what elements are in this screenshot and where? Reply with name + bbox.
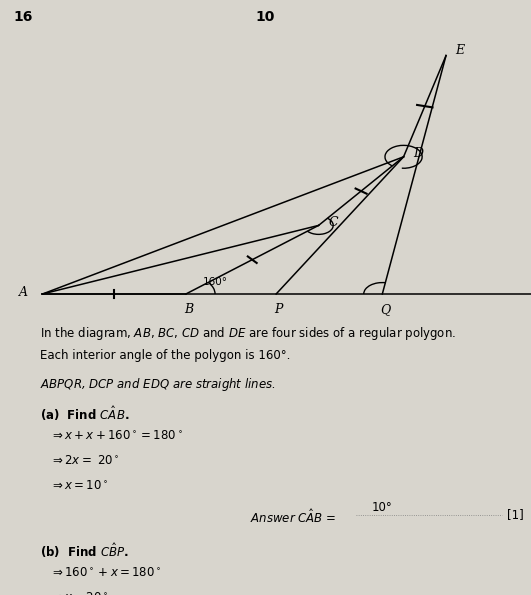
Text: Q: Q [380,303,390,316]
Text: A: A [20,286,28,299]
Text: In the diagram, $AB$, $BC$, $CD$ and $DE$ are four sides of a regular polygon.: In the diagram, $AB$, $BC$, $CD$ and $DE… [40,325,456,342]
Text: $\Rightarrow x = 20^\circ$: $\Rightarrow x = 20^\circ$ [50,592,109,595]
Text: 10: 10 [256,10,275,24]
Text: P: P [275,303,283,316]
Text: 10°: 10° [372,501,392,514]
Text: (b)  Find $C\hat{B}P$.: (b) Find $C\hat{B}P$. [40,541,129,560]
Text: 160°: 160° [202,277,228,287]
Text: Answer $C\hat{A}B$ =: Answer $C\hat{A}B$ = [250,508,336,526]
Text: 16: 16 [13,10,32,24]
Text: C: C [328,217,338,229]
Text: $\Rightarrow x + x + 160^\circ = 180^\circ$: $\Rightarrow x + x + 160^\circ = 180^\ci… [50,430,183,443]
Text: Each interior angle of the polygon is 160°.: Each interior angle of the polygon is 16… [40,349,290,362]
Text: $\Rightarrow 160^\circ + x = 180^\circ$: $\Rightarrow 160^\circ + x = 180^\circ$ [50,567,162,580]
Text: $\Rightarrow x = 10^\circ$: $\Rightarrow x = 10^\circ$ [50,480,109,493]
Text: $\Rightarrow 2x =\ 20^\circ$: $\Rightarrow 2x =\ 20^\circ$ [50,455,120,468]
Text: E: E [455,44,464,57]
Text: [1]: [1] [507,508,524,521]
Text: $ABPQR$, $DCP$ and $EDQ$ are straight lines.: $ABPQR$, $DCP$ and $EDQ$ are straight li… [40,376,276,393]
Text: D: D [414,147,423,160]
Text: (a)  Find $C\hat{A}B$.: (a) Find $C\hat{A}B$. [40,404,129,423]
Text: B: B [184,303,193,316]
